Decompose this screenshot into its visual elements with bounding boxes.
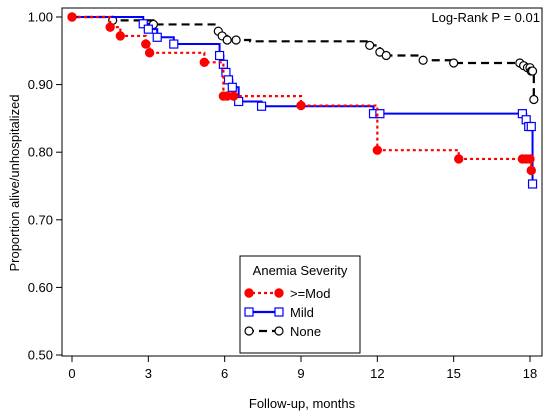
series-mod-or-worse: [67, 12, 536, 176]
data-point: [169, 39, 179, 49]
data-point: [449, 58, 459, 68]
data-point: [223, 75, 234, 85]
x-tick-label: 18: [523, 366, 537, 381]
data-point: [228, 91, 239, 101]
series-layer: [67, 12, 539, 189]
data-point: [418, 55, 428, 65]
data-point: [115, 31, 126, 41]
data-point: [222, 35, 232, 45]
data-point: [234, 96, 244, 107]
data-point: [527, 66, 538, 76]
data-point: [141, 39, 151, 49]
legend-item: >=Mod: [244, 286, 330, 301]
x-tick-label: 9: [297, 366, 304, 381]
x-tick-label: 12: [370, 366, 384, 381]
data-point: [199, 57, 210, 67]
data-point: [526, 165, 536, 176]
y-axis-title: Proportion alive/unhospitalized: [7, 94, 22, 271]
data-point: [381, 50, 391, 61]
data-point: [105, 22, 115, 32]
data-point: [526, 121, 536, 132]
legend-swatch-marker: [274, 307, 284, 317]
x-axis-ticks: 0 3 6 9 12 15 18: [68, 356, 537, 381]
y-tick-label: 0.90: [28, 77, 53, 92]
data-point: [256, 101, 267, 111]
data-point: [454, 154, 464, 164]
legend: Anemia Severity >=Mod Mild None: [239, 255, 361, 354]
data-point: [529, 94, 539, 105]
y-tick-label: 0.60: [28, 280, 53, 295]
legend-item: None: [244, 324, 321, 339]
x-tick-label: 0: [68, 366, 75, 381]
legend-swatch-marker: [244, 307, 254, 317]
x-axis-title: Follow-up, months: [249, 396, 356, 411]
data-point: [152, 32, 162, 42]
legend-swatch-marker: [274, 326, 284, 336]
legend-swatch-marker: [244, 326, 254, 336]
data-point: [372, 145, 383, 155]
data-point: [525, 154, 535, 164]
legend-title: Anemia Severity: [253, 263, 348, 278]
data-point: [143, 24, 153, 34]
data-point: [138, 19, 148, 29]
legend-label: None: [290, 324, 321, 339]
data-point: [375, 109, 385, 119]
y-tick-label: 0.50: [28, 348, 53, 363]
legend-label: >=Mod: [290, 286, 330, 301]
x-tick-label: 15: [446, 366, 460, 381]
y-tick-label: 0.80: [28, 145, 53, 160]
data-point: [365, 40, 375, 50]
x-tick-label: 6: [221, 366, 228, 381]
x-tick-label: 3: [145, 366, 152, 381]
legend-box: [239, 255, 361, 354]
data-point: [144, 48, 155, 58]
data-point: [527, 179, 538, 189]
data-point: [67, 12, 77, 22]
data-point: [296, 100, 306, 111]
data-point: [227, 82, 237, 92]
plot-frame: [61, 7, 543, 357]
data-point: [231, 35, 241, 45]
legend-swatch-marker: [244, 288, 254, 298]
legend-label: Mild: [290, 305, 314, 320]
series-none: [72, 15, 539, 105]
y-tick-label: 0.70: [28, 212, 53, 227]
log-rank-annotation: Log-Rank P = 0.01: [431, 10, 540, 25]
y-tick-label: 1.00: [28, 10, 53, 25]
y-axis-ticks: 0.50 0.60 0.70 0.80 0.90 1.00: [28, 10, 62, 363]
legend-items: >=Mod Mild None: [244, 286, 330, 339]
legend-item: Mild: [244, 305, 314, 320]
data-point: [214, 50, 225, 61]
legend-swatch-marker: [274, 288, 284, 298]
